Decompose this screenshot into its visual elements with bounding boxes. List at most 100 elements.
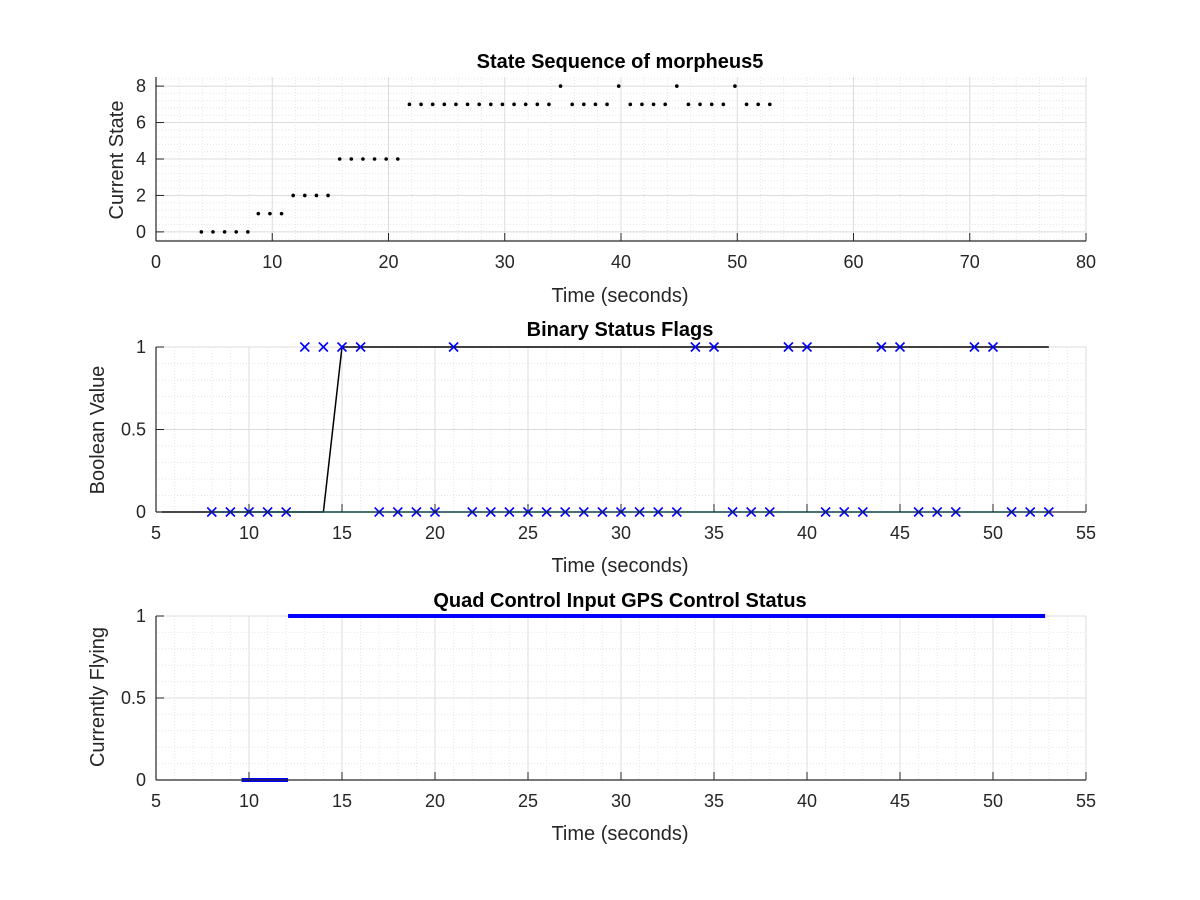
grid <box>155 77 1087 241</box>
data-point <box>314 193 319 198</box>
data-point <box>744 102 749 107</box>
y-tick-label: 8 <box>136 76 146 96</box>
data-point <box>465 102 470 107</box>
data-point <box>698 102 702 107</box>
data-point <box>337 157 342 161</box>
axes: 5 10 15 20 25 30 35 40 45 50 55 0 0.5 1 <box>121 337 1096 543</box>
data-point <box>303 193 307 198</box>
data-point <box>489 102 493 107</box>
x-tick-label: 25 <box>518 523 538 543</box>
data-point <box>721 102 726 107</box>
x-tick-label: 25 <box>518 791 538 811</box>
x-marker <box>876 341 887 353</box>
x-tick-label: 45 <box>890 523 910 543</box>
x-tick-label: 15 <box>332 523 352 543</box>
data-point <box>558 84 563 88</box>
subplot-gps-control: Quad Control Input GPS Control Status 5 1… <box>87 590 1096 845</box>
data-point <box>756 102 760 107</box>
y-axis-label: Currently Flying <box>87 627 109 767</box>
x-tick-label: 50 <box>983 791 1003 811</box>
axes: 5 10 15 20 25 30 35 40 45 50 55 0 0.5 1 <box>121 606 1096 811</box>
x-marker <box>969 341 980 353</box>
x-tick-label: 20 <box>425 791 445 811</box>
x-axis-label: Time (seconds) <box>551 555 688 577</box>
data-point <box>222 230 227 234</box>
x-marker <box>336 341 348 353</box>
y-tick-label: 0 <box>136 502 146 522</box>
x-tick-label: 60 <box>843 252 863 272</box>
x-tick-label: 35 <box>704 791 724 811</box>
data-point <box>651 102 656 107</box>
x-tick-label: 50 <box>983 523 1003 543</box>
x-marker <box>448 341 459 353</box>
data-point <box>709 102 714 107</box>
data-point <box>547 102 551 107</box>
data-point <box>768 102 772 107</box>
x-tick-label: 40 <box>797 523 817 543</box>
x-tick-label: 5 <box>151 791 161 811</box>
y-tick-label: 0.5 <box>121 420 146 440</box>
data-point <box>349 157 354 161</box>
x-tick-label: 0 <box>151 252 161 272</box>
plot-title: Quad Control Input GPS Control Status <box>433 590 806 612</box>
x-tick-label: 55 <box>1076 791 1096 811</box>
data-point <box>500 102 505 107</box>
axes: 0 10 20 30 40 50 60 70 80 0 2 4 6 8 <box>136 76 1096 272</box>
data-point <box>663 102 667 107</box>
data-point <box>246 230 250 234</box>
data-point <box>570 102 574 107</box>
data-point <box>256 211 261 216</box>
data-point <box>291 193 295 198</box>
y-tick-label: 6 <box>136 113 146 133</box>
data-point <box>372 157 377 161</box>
x-tick-label: 10 <box>239 791 259 811</box>
plot-title: State Sequence of morpheus5 <box>477 51 764 73</box>
x-tick-label: 70 <box>960 252 980 272</box>
y-tick-label: 0 <box>136 222 146 242</box>
data-point <box>605 102 609 107</box>
x-tick-label: 5 <box>151 523 161 543</box>
grid <box>155 615 1087 781</box>
y-tick-label: 1 <box>136 606 146 626</box>
x-marker <box>690 341 701 353</box>
x-tick-label: 20 <box>378 252 398 272</box>
data-point <box>430 102 435 107</box>
y-tick-label: 0 <box>136 770 146 790</box>
x-axis-label: Time (seconds) <box>551 285 688 307</box>
y-tick-label: 4 <box>136 149 146 169</box>
data-point <box>384 157 388 161</box>
data-point <box>361 157 365 161</box>
subplot-state-sequence: State Sequence of morpheus5 0 10 20 30 40 50 6… <box>106 51 1096 307</box>
data-point <box>686 102 691 107</box>
data-point <box>512 102 516 107</box>
x-marker <box>708 341 720 353</box>
subplot-binary-flags: Binary Status Flags 5 10 15 20 25 30 35 40 45 50 5… <box>87 319 1096 577</box>
plot-title: Binary Status Flags <box>527 319 714 341</box>
x-tick-label: 40 <box>797 791 817 811</box>
data-point <box>326 193 330 198</box>
data-point <box>279 211 284 216</box>
plot-data <box>199 84 772 234</box>
x-tick-label: 10 <box>262 252 282 272</box>
x-tick-label: 15 <box>332 791 352 811</box>
data-point <box>733 84 737 88</box>
data-point <box>396 157 400 161</box>
grid <box>155 346 1087 513</box>
x-tick-label: 50 <box>727 252 747 272</box>
data-point <box>211 230 215 234</box>
y-tick-label: 2 <box>136 185 146 205</box>
data-point <box>442 102 447 107</box>
y-tick-label: 1 <box>136 337 146 357</box>
data-point <box>477 102 481 107</box>
data-point <box>454 102 458 107</box>
data-point <box>640 102 644 107</box>
data-point <box>628 102 633 107</box>
x-tick-label: 30 <box>611 523 631 543</box>
y-tick-label: 0.5 <box>121 688 146 708</box>
x-marker <box>299 341 310 353</box>
data-point <box>523 102 528 107</box>
x-marker <box>783 341 794 353</box>
data-point <box>616 84 621 88</box>
data-point <box>268 211 272 216</box>
